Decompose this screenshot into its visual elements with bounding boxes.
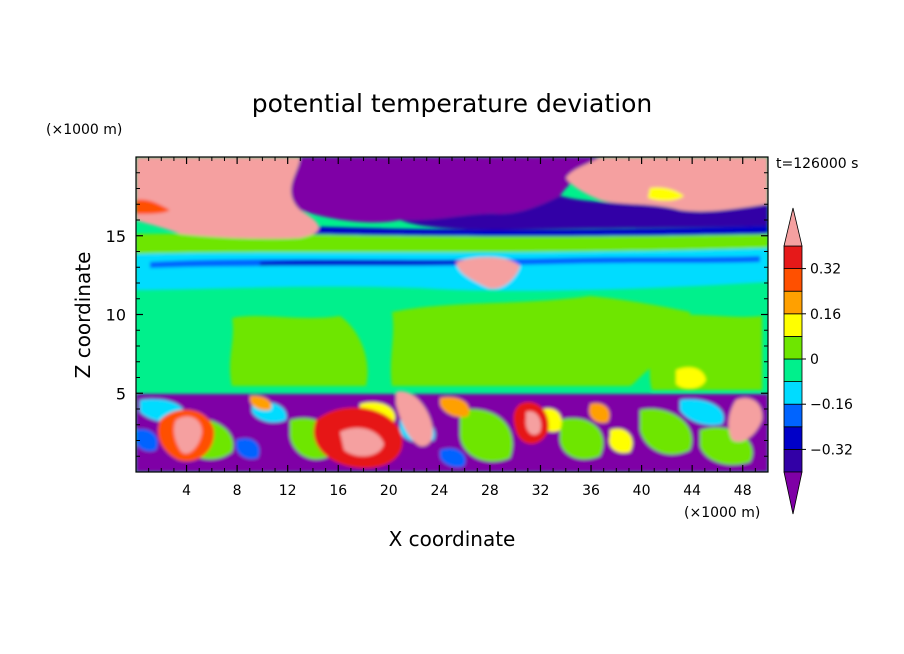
colorbar-bin: [783, 448, 803, 473]
contour-field: [136, 157, 768, 472]
x-tick-label: 16: [329, 483, 347, 499]
colorbar-bin: [783, 335, 803, 360]
x-axis-unit: (×1000 m): [684, 505, 760, 521]
pink-region-upper-right: [566, 157, 768, 212]
colorbar-bin: [783, 313, 803, 337]
cyan-band-tropopause: [136, 248, 768, 291]
chart-title: potential temperature deviation: [252, 89, 652, 118]
colorbar-tick-label: 0.32: [810, 262, 841, 278]
x-axis-label: X coordinate: [389, 527, 516, 551]
x-tick-label: 44: [683, 483, 701, 499]
colorbar-min-triangle: [783, 471, 803, 515]
colorbar-bin: [783, 358, 803, 383]
time-label: t=126000 s: [776, 156, 858, 172]
colorbar-tick-label: 0: [810, 352, 819, 368]
light-green-patch-mid: [390, 296, 690, 386]
boundary-layer-pink-left: [173, 416, 202, 454]
purple-region-right: [400, 196, 768, 230]
dark-blue-line-tropopause: [260, 260, 470, 266]
boundary-layer-pink-right: [728, 398, 763, 442]
boundary-layer-pink-mid: [525, 411, 542, 435]
x-tick-label: 20: [380, 483, 398, 499]
colorbar-bin: [783, 426, 803, 450]
x-tick-label: 8: [233, 483, 242, 499]
x-tick-label: 48: [734, 483, 752, 499]
x-tick-label: 24: [430, 483, 448, 499]
y-axis-unit: (×1000 m): [46, 122, 122, 138]
purple-region-upper: [291, 157, 600, 223]
dark-blue-line-upper: [300, 226, 768, 237]
y-axis-label: Z coordinate: [71, 252, 95, 379]
boundary-layer-pink-plume: [396, 391, 433, 447]
colorbar-tick-label: −0.32: [810, 442, 853, 458]
colorbar-bin: [783, 290, 803, 315]
yellow-edge-upper-right: [648, 187, 684, 201]
light-green-patch-right: [649, 314, 762, 390]
x-tick-label: 32: [532, 483, 550, 499]
x-tick-label: 12: [279, 483, 297, 499]
colorbar: 0.32 0.16 0 −0.16 −0.32: [783, 207, 853, 515]
colorbar-bin: [783, 403, 803, 428]
yellow-patch: [676, 367, 706, 389]
boundary-layer-purple: [136, 394, 768, 472]
x-tick-label: 28: [481, 483, 499, 499]
boundary-layer-pink-core: [340, 428, 384, 457]
pink-patch-mid: [456, 257, 520, 289]
colorbar-bin: [783, 245, 803, 270]
pink-region-upper-left: [136, 157, 319, 239]
x-tick-label: 36: [582, 483, 600, 499]
x-tick-label: 40: [633, 483, 651, 499]
y-tick-label: 15: [106, 227, 126, 246]
y-tick-label: 5: [116, 384, 126, 403]
colorbar-tick-label: 0.16: [810, 307, 841, 323]
light-green-patch-left: [230, 316, 368, 386]
red-edge-upper-left: [136, 199, 170, 214]
colorbar-bin: [783, 268, 803, 292]
colorbar-bin: [783, 381, 803, 405]
x-tick-label: 4: [182, 483, 191, 499]
colorbar-tick-label: −0.16: [810, 397, 853, 413]
colorbar-max-triangle: [783, 207, 803, 247]
y-axis-ticks: 5 10 15: [106, 172, 768, 457]
boundary-layer-yellow-cells: [360, 402, 633, 453]
y-tick-label: 10: [106, 306, 126, 325]
x-axis-ticks: 4 8 12 16 20 24 28 32 36 40 44 48: [148, 157, 756, 499]
